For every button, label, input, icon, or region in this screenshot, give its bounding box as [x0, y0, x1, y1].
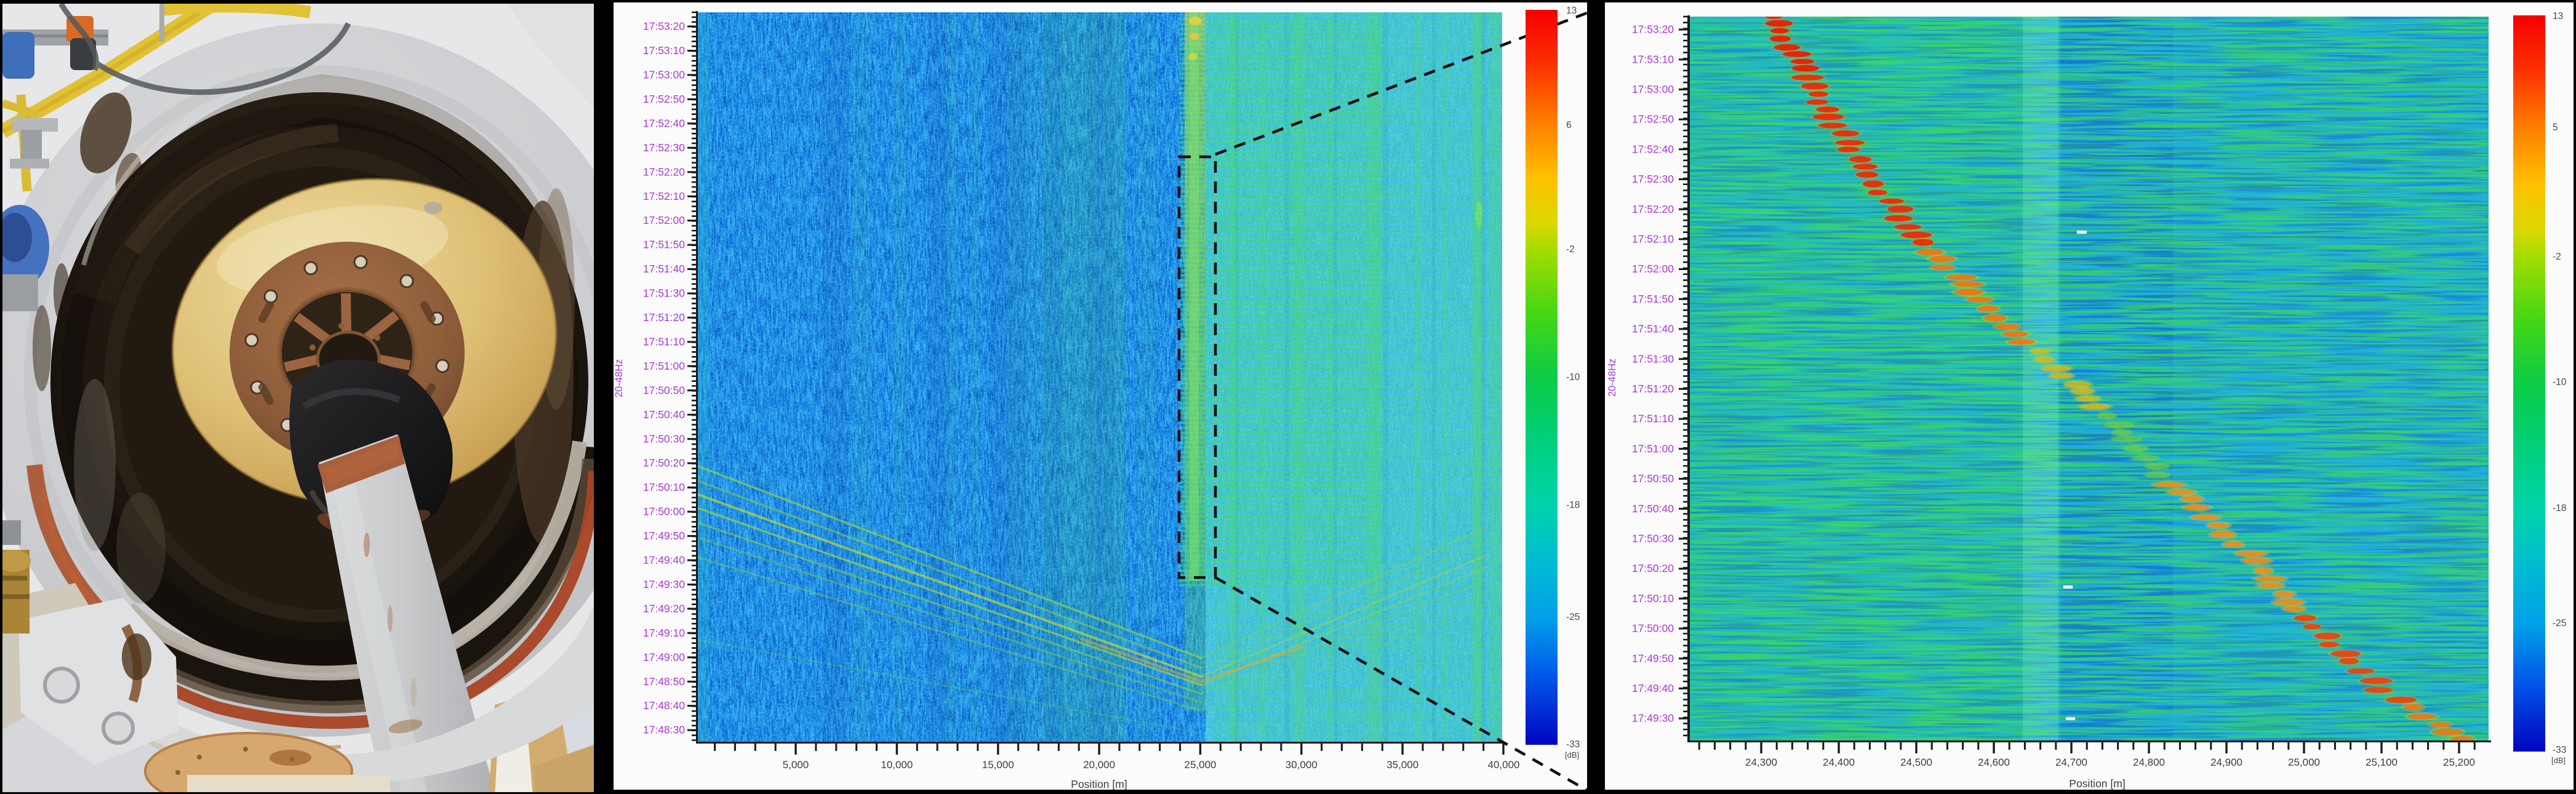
svg-text:17:51:30: 17:51:30 — [643, 287, 685, 300]
svg-text:17:50:00: 17:50:00 — [1632, 622, 1674, 635]
svg-text:-25: -25 — [2553, 618, 2566, 629]
svg-text:17:51:10: 17:51:10 — [1632, 413, 1674, 425]
svg-text:5,000: 5,000 — [783, 759, 809, 771]
svg-text:20-48Hz: 20-48Hz — [614, 359, 625, 397]
svg-text:13: 13 — [2553, 11, 2563, 22]
svg-text:17:53:00: 17:53:00 — [643, 69, 685, 81]
svg-text:17:52:50: 17:52:50 — [643, 93, 685, 105]
svg-text:17:50:10: 17:50:10 — [1632, 592, 1674, 605]
svg-text:17:53:10: 17:53:10 — [1632, 53, 1674, 65]
svg-text:-10: -10 — [2553, 377, 2567, 387]
svg-text:17:50:30: 17:50:30 — [643, 432, 685, 445]
svg-text:5: 5 — [2553, 122, 2558, 133]
svg-text:17:51:20: 17:51:20 — [1632, 383, 1674, 395]
svg-text:17:52:30: 17:52:30 — [643, 141, 685, 154]
svg-text:10,000: 10,000 — [881, 759, 913, 771]
svg-text:-18: -18 — [1566, 500, 1580, 510]
svg-text:40,000: 40,000 — [1488, 759, 1520, 771]
svg-text:24,500: 24,500 — [1900, 756, 1932, 768]
svg-text:-25: -25 — [1566, 612, 1580, 622]
svg-text:17:48:40: 17:48:40 — [643, 699, 685, 712]
svg-text:35,000: 35,000 — [1386, 759, 1418, 771]
svg-text:20,000: 20,000 — [1083, 759, 1115, 771]
svg-text:17:49:30: 17:49:30 — [1632, 712, 1674, 725]
svg-text:25,200: 25,200 — [2443, 756, 2475, 768]
svg-text:-2: -2 — [2553, 252, 2561, 262]
svg-text:17:52:20: 17:52:20 — [1632, 203, 1674, 215]
svg-text:17:50:40: 17:50:40 — [1632, 502, 1674, 515]
svg-text:13: 13 — [1566, 6, 1577, 16]
svg-text:17:52:10: 17:52:10 — [643, 190, 685, 202]
svg-text:17:51:50: 17:51:50 — [643, 239, 685, 251]
svg-text:24,300: 24,300 — [1745, 756, 1777, 768]
svg-text:24,400: 24,400 — [1823, 756, 1855, 768]
svg-text:-2: -2 — [1566, 244, 1575, 255]
svg-text:17:50:10: 17:50:10 — [643, 481, 685, 493]
svg-text:17:50:50: 17:50:50 — [643, 384, 685, 396]
svg-text:17:52:20: 17:52:20 — [643, 165, 685, 178]
svg-text:17:50:00: 17:50:00 — [643, 506, 685, 518]
svg-text:17:49:50: 17:49:50 — [643, 530, 685, 542]
svg-text:17:50:20: 17:50:20 — [643, 457, 685, 469]
svg-text:17:50:30: 17:50:30 — [1632, 533, 1674, 545]
svg-text:17:51:00: 17:51:00 — [1632, 442, 1674, 455]
svg-text:17:53:20: 17:53:20 — [643, 20, 685, 33]
svg-text:30,000: 30,000 — [1286, 759, 1318, 771]
svg-text:-18: -18 — [2553, 503, 2566, 514]
svg-text:Position [m]: Position [m] — [2069, 777, 2125, 790]
svg-text:24,700: 24,700 — [2055, 756, 2087, 768]
svg-text:17:51:10: 17:51:10 — [643, 336, 685, 348]
svg-text:[dB]: [dB] — [1565, 750, 1579, 760]
svg-text:17:49:40: 17:49:40 — [1632, 682, 1674, 694]
svg-text:17:49:00: 17:49:00 — [643, 651, 685, 663]
svg-text:17:52:40: 17:52:40 — [643, 117, 685, 129]
svg-text:17:48:30: 17:48:30 — [643, 724, 685, 736]
svg-text:-33: -33 — [2553, 745, 2566, 755]
svg-text:Position [m]: Position [m] — [1071, 778, 1127, 790]
svg-text:17:51:00: 17:51:00 — [643, 360, 685, 372]
svg-text:17:49:50: 17:49:50 — [1632, 652, 1674, 664]
svg-text:17:50:20: 17:50:20 — [1632, 562, 1674, 574]
svg-text:17:52:50: 17:52:50 — [1632, 113, 1674, 125]
svg-text:24,900: 24,900 — [2210, 756, 2242, 768]
svg-text:17:53:00: 17:53:00 — [1632, 83, 1674, 95]
svg-text:17:52:10: 17:52:10 — [1632, 233, 1674, 245]
svg-text:17:51:20: 17:51:20 — [643, 311, 685, 324]
svg-text:17:52:40: 17:52:40 — [1632, 143, 1674, 155]
svg-text:25,000: 25,000 — [1185, 759, 1217, 771]
svg-text:17:52:00: 17:52:00 — [1632, 263, 1674, 275]
svg-text:20-48Hz: 20-48Hz — [1607, 359, 1618, 397]
svg-text:17:48:50: 17:48:50 — [643, 675, 685, 688]
svg-text:17:49:30: 17:49:30 — [643, 578, 685, 590]
svg-text:17:52:30: 17:52:30 — [1632, 173, 1674, 185]
svg-text:17:49:20: 17:49:20 — [643, 602, 685, 614]
svg-text:[dB]: [dB] — [2551, 756, 2566, 765]
svg-text:17:51:40: 17:51:40 — [1632, 323, 1674, 335]
svg-text:17:51:50: 17:51:50 — [1632, 293, 1674, 305]
svg-text:17:53:20: 17:53:20 — [1632, 23, 1674, 36]
svg-text:24,800: 24,800 — [2133, 756, 2165, 768]
svg-text:17:49:40: 17:49:40 — [643, 554, 685, 566]
svg-text:17:50:40: 17:50:40 — [643, 408, 685, 421]
svg-text:17:51:40: 17:51:40 — [643, 263, 685, 275]
svg-text:6: 6 — [1566, 120, 1572, 130]
svg-text:17:49:10: 17:49:10 — [643, 627, 685, 639]
svg-text:-33: -33 — [1566, 739, 1580, 750]
svg-text:17:53:10: 17:53:10 — [643, 44, 685, 57]
svg-text:25,100: 25,100 — [2366, 756, 2398, 768]
svg-text:25,000: 25,000 — [2288, 756, 2320, 768]
svg-text:17:50:50: 17:50:50 — [1632, 472, 1674, 485]
svg-text:17:52:00: 17:52:00 — [643, 214, 685, 226]
svg-text:24,600: 24,600 — [1978, 756, 2010, 768]
svg-text:17:51:30: 17:51:30 — [1632, 352, 1674, 365]
svg-text:-10: -10 — [1566, 372, 1580, 383]
svg-text:15,000: 15,000 — [982, 759, 1014, 771]
